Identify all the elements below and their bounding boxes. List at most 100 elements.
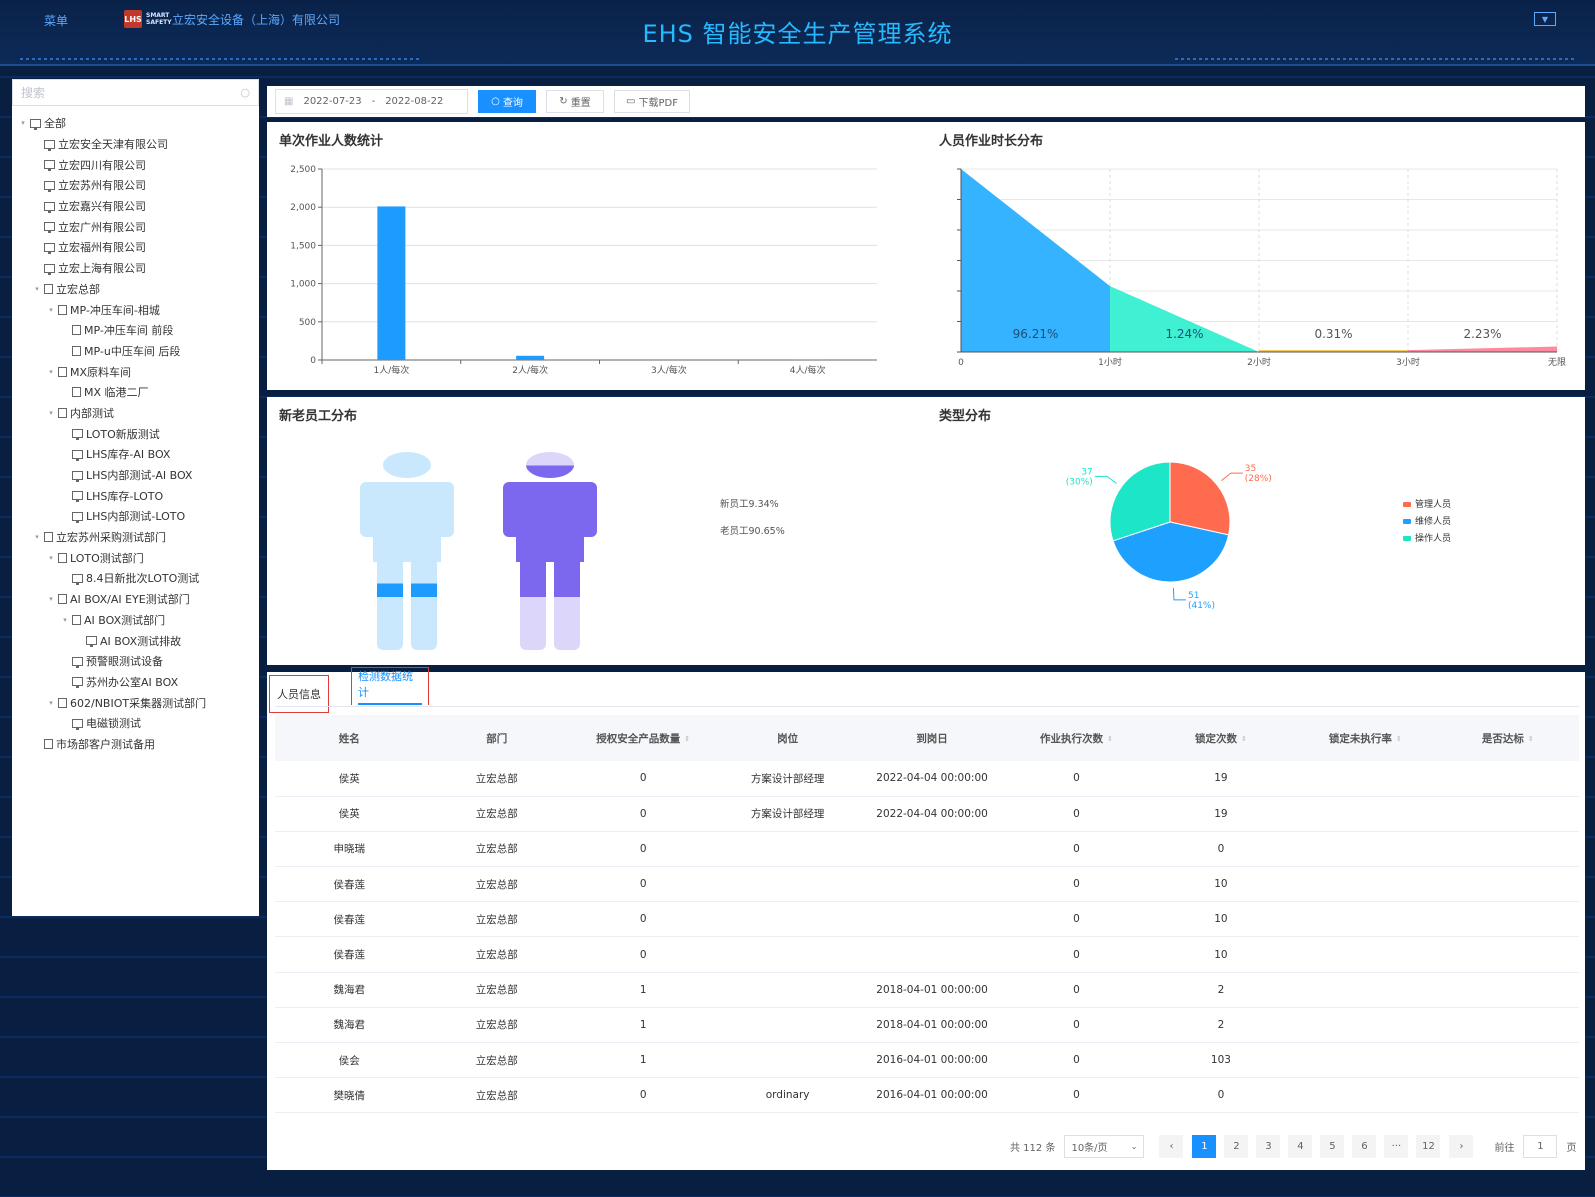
tree-node[interactable]: LHS内部测试-AI BOX [12, 465, 259, 486]
area-segment[interactable] [961, 169, 1110, 352]
tree-node[interactable]: ▾ 立宏苏州采购测试部门 [12, 527, 259, 548]
tree-node[interactable]: 预警眼测试设备 [12, 651, 259, 672]
date-range-picker[interactable]: ▦ 2022-07-23 - 2022-08-22 [275, 89, 468, 114]
bar[interactable] [377, 206, 406, 360]
chevron-down-icon[interactable]: ▼ [1534, 12, 1556, 26]
area-segment[interactable] [1110, 286, 1259, 352]
legend-label[interactable]: 管理人员 [1415, 498, 1451, 510]
table-row[interactable]: 侯会 立宏总部 1 2016-04-01 00:00:00 0 103 [275, 1042, 1579, 1079]
tree-node[interactable]: 市场部客户测试备用 [12, 734, 259, 755]
area-segment[interactable] [1408, 346, 1557, 352]
search-icon[interactable]: ○ [240, 86, 250, 99]
table-row[interactable]: 侯春莲 立宏总部 0 0 10 [275, 901, 1579, 938]
menu-button[interactable]: 菜单 [44, 14, 69, 28]
table-row[interactable]: 樊晓倩 立宏总部 0 ordinary 2016-04-01 00:00:00 0 0 [275, 1077, 1579, 1114]
caret-down-icon[interactable]: ▾ [49, 408, 53, 417]
bar[interactable] [654, 359, 683, 360]
prev-page-button[interactable]: ‹ [1159, 1135, 1184, 1158]
sort-icon[interactable]: ⇕ [1395, 734, 1402, 743]
tree-node[interactable]: 立宏四川有限公司 [12, 154, 259, 175]
page-button[interactable]: 2 [1224, 1135, 1249, 1158]
goto-page-input[interactable]: 1 [1523, 1135, 1558, 1158]
caret-down-icon[interactable]: ▾ [49, 698, 53, 707]
date-start[interactable]: 2022-07-23 [303, 96, 362, 107]
tree-node[interactable]: ▾ MP-冲压车间-相城 [12, 299, 259, 320]
bar[interactable] [516, 355, 545, 360]
tree-node[interactable]: LHS库存-LOTO [12, 485, 259, 506]
tree-node[interactable]: 立宏苏州有限公司 [12, 175, 259, 196]
tree-node[interactable]: ▾ MX原料车间 [12, 361, 259, 382]
next-page-button[interactable]: › [1449, 1135, 1474, 1158]
caret-down-icon[interactable]: ▾ [21, 119, 25, 128]
tree-node[interactable]: 立宏福州有限公司 [12, 237, 259, 258]
table-row[interactable]: 申晓瑞 立宏总部 0 0 0 [275, 831, 1579, 868]
table-row[interactable]: 侯春莲 立宏总部 0 0 10 [275, 936, 1579, 973]
page-ellipsis[interactable]: ··· [1384, 1135, 1409, 1158]
caret-down-icon[interactable]: ▾ [35, 533, 39, 542]
column-header[interactable]: 作业执行次数 ⇕ [1005, 715, 1148, 761]
pie-slice[interactable] [1169, 461, 1231, 536]
page-button[interactable]: 6 [1352, 1135, 1377, 1158]
sort-icon[interactable]: ⇕ [1240, 734, 1247, 743]
tab-detection-stats[interactable]: 检测数据统计 [351, 667, 429, 705]
tree-node[interactable]: LHS内部测试-LOTO [12, 506, 259, 527]
tree-node[interactable]: 苏州办公室AI BOX [12, 672, 259, 693]
person-icon[interactable] [503, 452, 597, 650]
tree-node[interactable]: 立宏嘉兴有限公司 [12, 196, 259, 217]
org-tree: ▾ 全部 立宏安全天津有限公司 立宏四川有限公司 立宏苏州有限公司 立宏嘉兴有限公司 立宏广… [12, 106, 259, 754]
tree-node[interactable]: 电磁锁测试 [12, 713, 259, 734]
sort-icon[interactable]: ⇕ [1107, 734, 1113, 743]
page-button[interactable]: 12 [1416, 1135, 1441, 1158]
query-button[interactable]: ○ 查询 [478, 90, 536, 113]
tree-node[interactable]: LOTO新版测试 [12, 423, 259, 444]
table-row[interactable]: 魏海君 立宏总部 1 2018-04-01 00:00:00 0 2 [275, 1007, 1579, 1044]
tree-node[interactable]: 8.4日新批次LOTO测试 [12, 568, 259, 589]
tree-node[interactable]: 立宏安全天津有限公司 [12, 134, 259, 155]
tree-node[interactable]: ▾ 602/NBIOT采集器测试部门 [12, 692, 259, 713]
pie-slice[interactable] [1109, 461, 1171, 542]
column-header[interactable]: 锁定次数 ⇕ [1147, 715, 1295, 761]
page-button[interactable]: 5 [1320, 1135, 1345, 1158]
tree-node[interactable]: 立宏上海有限公司 [12, 258, 259, 279]
tree-node[interactable]: ▾ AI BOX测试部门 [12, 610, 259, 631]
page-size-select[interactable]: 10条/页 ⌄ [1064, 1135, 1145, 1158]
table-row[interactable]: 魏海君 立宏总部 1 2018-04-01 00:00:00 0 2 [275, 972, 1579, 1008]
caret-down-icon[interactable]: ▾ [49, 595, 53, 604]
tree-node[interactable]: 立宏广州有限公司 [12, 216, 259, 237]
table-row[interactable]: 侯英 立宏总部 0 方案设计部经理 2022-04-04 00:00:00 0 19 [275, 761, 1579, 797]
page-button[interactable]: 1 [1192, 1135, 1217, 1158]
date-end[interactable]: 2022-08-22 [385, 96, 444, 107]
person-icon[interactable] [360, 452, 454, 650]
tree-node[interactable]: AI BOX测试排故 [12, 630, 259, 651]
caret-down-icon[interactable]: ▾ [49, 305, 53, 314]
pie-slice[interactable] [1112, 521, 1230, 583]
page-button[interactable]: 3 [1256, 1135, 1281, 1158]
legend-label[interactable]: 操作人员 [1415, 532, 1451, 544]
download-pdf-button[interactable]: ▭ 下载PDF [614, 90, 690, 113]
tree-node[interactable]: ▾ 内部测试 [12, 403, 259, 424]
column-header[interactable]: 锁定未执行率 ⇕ [1294, 715, 1437, 761]
sort-icon[interactable]: ⇕ [1527, 734, 1534, 743]
tree-node[interactable]: LHS库存-AI BOX [12, 444, 259, 465]
column-header[interactable]: 授权安全产品数量 ⇕ [569, 715, 717, 761]
sort-icon[interactable]: ⇕ [684, 734, 691, 743]
tree-node[interactable]: MP-u中压车间 后段 [12, 341, 259, 362]
tree-node[interactable]: MP-冲压车间 前段 [12, 320, 259, 341]
caret-down-icon[interactable]: ▾ [35, 284, 39, 293]
reset-button[interactable]: ↻ 重置 [546, 90, 604, 113]
tree-node[interactable]: MX 临港二厂 [12, 382, 259, 403]
tab-personnel-info[interactable]: 人员信息 [269, 675, 329, 713]
tree-node[interactable]: ▾ 立宏总部 [12, 279, 259, 300]
table-row[interactable]: 侯英 立宏总部 0 方案设计部经理 2022-04-04 00:00:00 0 19 [275, 796, 1579, 832]
tree-node[interactable]: ▾ AI BOX/AI EYE测试部门 [12, 589, 259, 610]
caret-down-icon[interactable]: ▾ [49, 553, 53, 562]
legend-label[interactable]: 维修人员 [1415, 515, 1451, 527]
caret-down-icon[interactable]: ▾ [49, 367, 53, 376]
tree-node[interactable]: ▾ 全部 [12, 113, 259, 134]
search-input[interactable]: 搜索 ○ [12, 79, 259, 106]
caret-down-icon[interactable]: ▾ [63, 615, 67, 624]
page-button[interactable]: 4 [1288, 1135, 1313, 1158]
table-row[interactable]: 侯春莲 立宏总部 0 0 10 [275, 866, 1579, 903]
tree-node[interactable]: ▾ LOTO测试部门 [12, 547, 259, 568]
column-header[interactable]: 是否达标 ⇕ [1436, 715, 1579, 761]
